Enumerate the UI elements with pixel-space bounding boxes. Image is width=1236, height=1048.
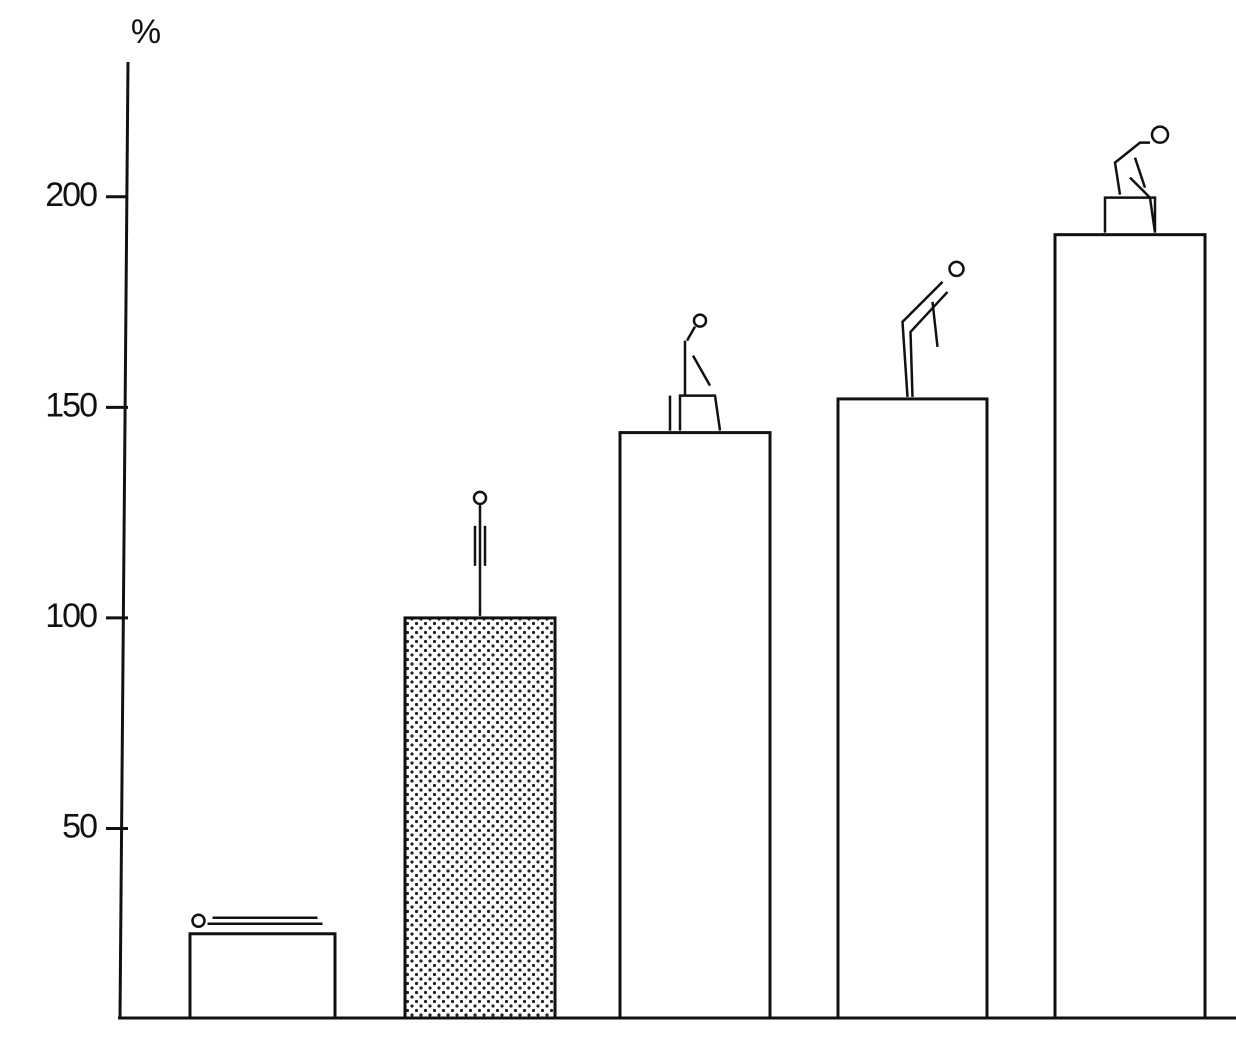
y-tick-label: 100	[45, 597, 97, 635]
bar	[1053, 233, 1207, 1020]
figure	[668, 313, 722, 431]
y-tick-label: 50	[62, 807, 97, 845]
bar	[188, 932, 337, 1020]
y-axis	[118, 61, 130, 1019]
bar	[403, 616, 557, 1020]
y-axis-label: %	[131, 13, 161, 51]
bar	[618, 431, 772, 1020]
figure	[191, 913, 323, 929]
y-tick-label: 200	[45, 176, 97, 214]
y-tick-label: 150	[45, 386, 97, 424]
figure	[1103, 125, 1170, 233]
figure	[472, 490, 488, 616]
bar	[836, 397, 989, 1020]
figure	[901, 260, 965, 397]
